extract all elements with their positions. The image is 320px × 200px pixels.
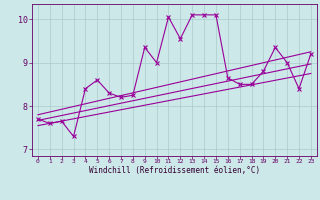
X-axis label: Windchill (Refroidissement éolien,°C): Windchill (Refroidissement éolien,°C) (89, 166, 260, 175)
